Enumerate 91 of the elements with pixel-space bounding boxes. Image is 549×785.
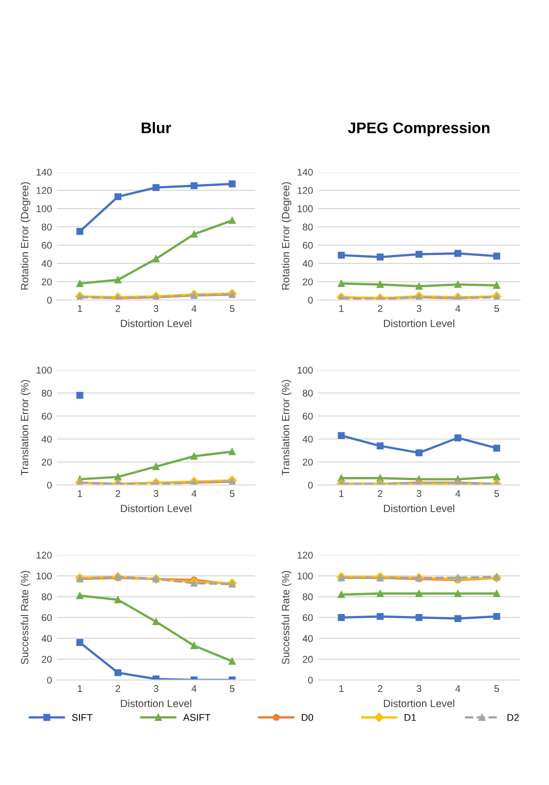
x-tick-label: 1 xyxy=(339,490,344,497)
x-axis-title: Distortion Level xyxy=(120,504,192,512)
y-tick-label: 0 xyxy=(308,296,313,304)
y-tick-label: 120 xyxy=(298,552,313,559)
y-axis-title: Rotation Error (Degree) xyxy=(20,182,30,290)
y-tick-label: 20 xyxy=(42,278,52,286)
x-tick-label: 4 xyxy=(455,305,460,312)
y-axis-title: Translation Error (%) xyxy=(282,380,292,476)
y-tick-label: 20 xyxy=(302,278,313,286)
y-tick-label: 140 xyxy=(298,168,313,176)
x-tick-label: 2 xyxy=(378,490,382,497)
y-tick-label: 40 xyxy=(302,635,313,642)
y-tick-label: 0 xyxy=(308,676,313,684)
y-tick-label: 20 xyxy=(302,656,313,663)
x-tick-label: 1 xyxy=(339,685,344,692)
legend-label: D2 xyxy=(508,714,519,721)
x-tick-label: 4 xyxy=(192,685,196,692)
x-tick-label: 4 xyxy=(192,305,196,312)
y-tick-label: 100 xyxy=(36,572,52,580)
x-axis-title: Distortion Level xyxy=(384,699,454,708)
y-tick-label: 60 xyxy=(302,242,313,249)
y-tick-label: 80 xyxy=(302,390,313,397)
y-tick-label: 80 xyxy=(42,224,52,230)
x-tick-label: 1 xyxy=(339,305,344,312)
y-tick-label: 100 xyxy=(298,366,313,374)
y-axis-title: Successful Rate (%) xyxy=(20,570,30,664)
y-tick-label: 80 xyxy=(42,390,52,397)
y-tick-label: 20 xyxy=(42,458,52,466)
y-tick-label: 60 xyxy=(302,412,313,420)
x-tick-label: 1 xyxy=(78,305,82,312)
x-tick-label: 1 xyxy=(78,685,82,692)
x-tick-label: 3 xyxy=(154,685,158,692)
y-tick-label: 20 xyxy=(42,656,52,663)
x-axis-title: Distortion Level xyxy=(384,504,454,512)
y-tick-label: 40 xyxy=(42,436,52,443)
x-axis-title: Distortion Level xyxy=(120,699,192,708)
x-axis-title: Distortion Level xyxy=(120,319,192,328)
x-axis-title: Distortion Level xyxy=(384,319,454,328)
y-tick-label: 80 xyxy=(302,593,313,600)
x-tick-label: 3 xyxy=(154,490,158,497)
x-tick-label: 4 xyxy=(455,685,460,692)
y-tick-label: 60 xyxy=(302,614,313,622)
x-tick-label: 2 xyxy=(378,685,382,692)
x-tick-label: 3 xyxy=(416,305,422,312)
y-tick-label: 0 xyxy=(47,482,52,489)
x-tick-label: 5 xyxy=(494,685,499,692)
x-tick-label: 1 xyxy=(78,490,82,497)
legend-label: SIFT xyxy=(72,714,92,721)
y-tick-label: 120 xyxy=(36,552,52,559)
legend-label: D1 xyxy=(404,714,416,721)
legend-label: ASIFT xyxy=(183,714,210,721)
y-axis-title: Translation Error (%) xyxy=(20,380,30,476)
y-axis-title: Rotation Error (Degree) xyxy=(282,182,292,290)
y-tick-label: 40 xyxy=(302,260,313,268)
x-tick-label: 5 xyxy=(494,305,499,312)
x-tick-label: 4 xyxy=(455,490,460,497)
y-tick-label: 80 xyxy=(42,593,52,600)
x-tick-label: 3 xyxy=(416,490,422,497)
y-tick-label: 40 xyxy=(42,260,52,268)
y-tick-label: 60 xyxy=(42,412,52,420)
x-tick-label: 5 xyxy=(230,490,234,497)
y-tick-label: 100 xyxy=(298,572,313,580)
y-axis-title: Successful Rate (%) xyxy=(282,570,292,664)
y-tick-label: 0 xyxy=(47,296,52,304)
y-tick-label: 120 xyxy=(36,187,52,194)
x-tick-label: 5 xyxy=(230,305,234,312)
y-tick-label: 120 xyxy=(298,187,313,194)
y-tick-label: 20 xyxy=(302,458,313,466)
x-tick-label: 5 xyxy=(230,685,234,692)
x-tick-label: 4 xyxy=(192,490,196,497)
x-tick-label: 5 xyxy=(494,490,499,497)
x-tick-label: 3 xyxy=(416,685,422,692)
y-tick-label: 140 xyxy=(36,168,52,176)
x-tick-label: 3 xyxy=(154,305,158,312)
chart-title: Blur xyxy=(142,122,172,134)
y-tick-label: 100 xyxy=(298,205,313,212)
y-tick-label: 0 xyxy=(308,482,313,489)
y-tick-label: 60 xyxy=(42,614,52,622)
y-tick-label: 60 xyxy=(42,242,52,249)
y-tick-label: 80 xyxy=(302,224,313,230)
y-tick-label: 40 xyxy=(42,635,52,642)
y-tick-label: 100 xyxy=(36,366,52,374)
x-tick-label: 2 xyxy=(116,490,120,497)
chart-title: JPEG Compression xyxy=(348,122,490,136)
legend-label: D0 xyxy=(302,714,314,721)
x-tick-label: 2 xyxy=(378,305,382,312)
y-tick-label: 40 xyxy=(302,436,313,443)
x-tick-label: 2 xyxy=(116,305,120,312)
y-tick-label: 0 xyxy=(47,676,52,684)
y-tick-label: 100 xyxy=(36,205,52,212)
x-tick-label: 2 xyxy=(116,685,120,692)
